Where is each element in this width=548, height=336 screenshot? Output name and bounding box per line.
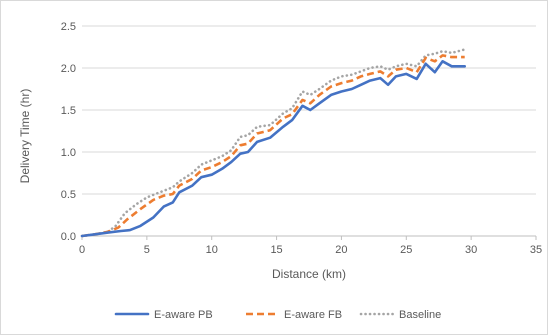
legend-label: Baseline [399, 309, 441, 321]
x-tick-label: 5 [144, 244, 150, 256]
y-tick-label: 0.0 [61, 231, 76, 243]
y-tick-label: 1.0 [61, 147, 76, 159]
x-tick-label: 10 [206, 244, 218, 256]
series-lines [80, 48, 467, 238]
legend-label: E-aware PB [154, 309, 213, 321]
y-tick-label: 0.5 [61, 189, 76, 201]
x-tick-label: 25 [400, 244, 412, 256]
series-line-baseline [80, 48, 467, 238]
x-axis [81, 235, 537, 240]
x-tick-label: 0 [79, 244, 85, 256]
x-tick-label: 30 [465, 244, 477, 256]
x-tick-label: 35 [530, 244, 542, 256]
series-line-e-aware-fb [81, 54, 465, 238]
x-tick-label: 20 [335, 244, 347, 256]
x-axis-title: Distance (km) [272, 267, 346, 281]
x-tick-label: 15 [270, 244, 282, 256]
x-tick-labels: 0 5 10 15 20 25 30 35 [79, 244, 542, 256]
legend-label: E-aware FB [284, 309, 342, 321]
y-tick-labels: 0.0 0.5 1.0 1.5 2.0 2.5 [61, 21, 76, 243]
legend: E-aware PB E-aware FB Baseline [114, 309, 441, 321]
series-line-e-aware-pb [80, 59, 467, 238]
y-tick-label: 1.5 [61, 105, 76, 117]
y-tick-label: 2.0 [61, 63, 76, 75]
y-tick-label: 2.5 [61, 21, 76, 33]
y-axis-title: Delivery Time (hr) [18, 89, 32, 184]
